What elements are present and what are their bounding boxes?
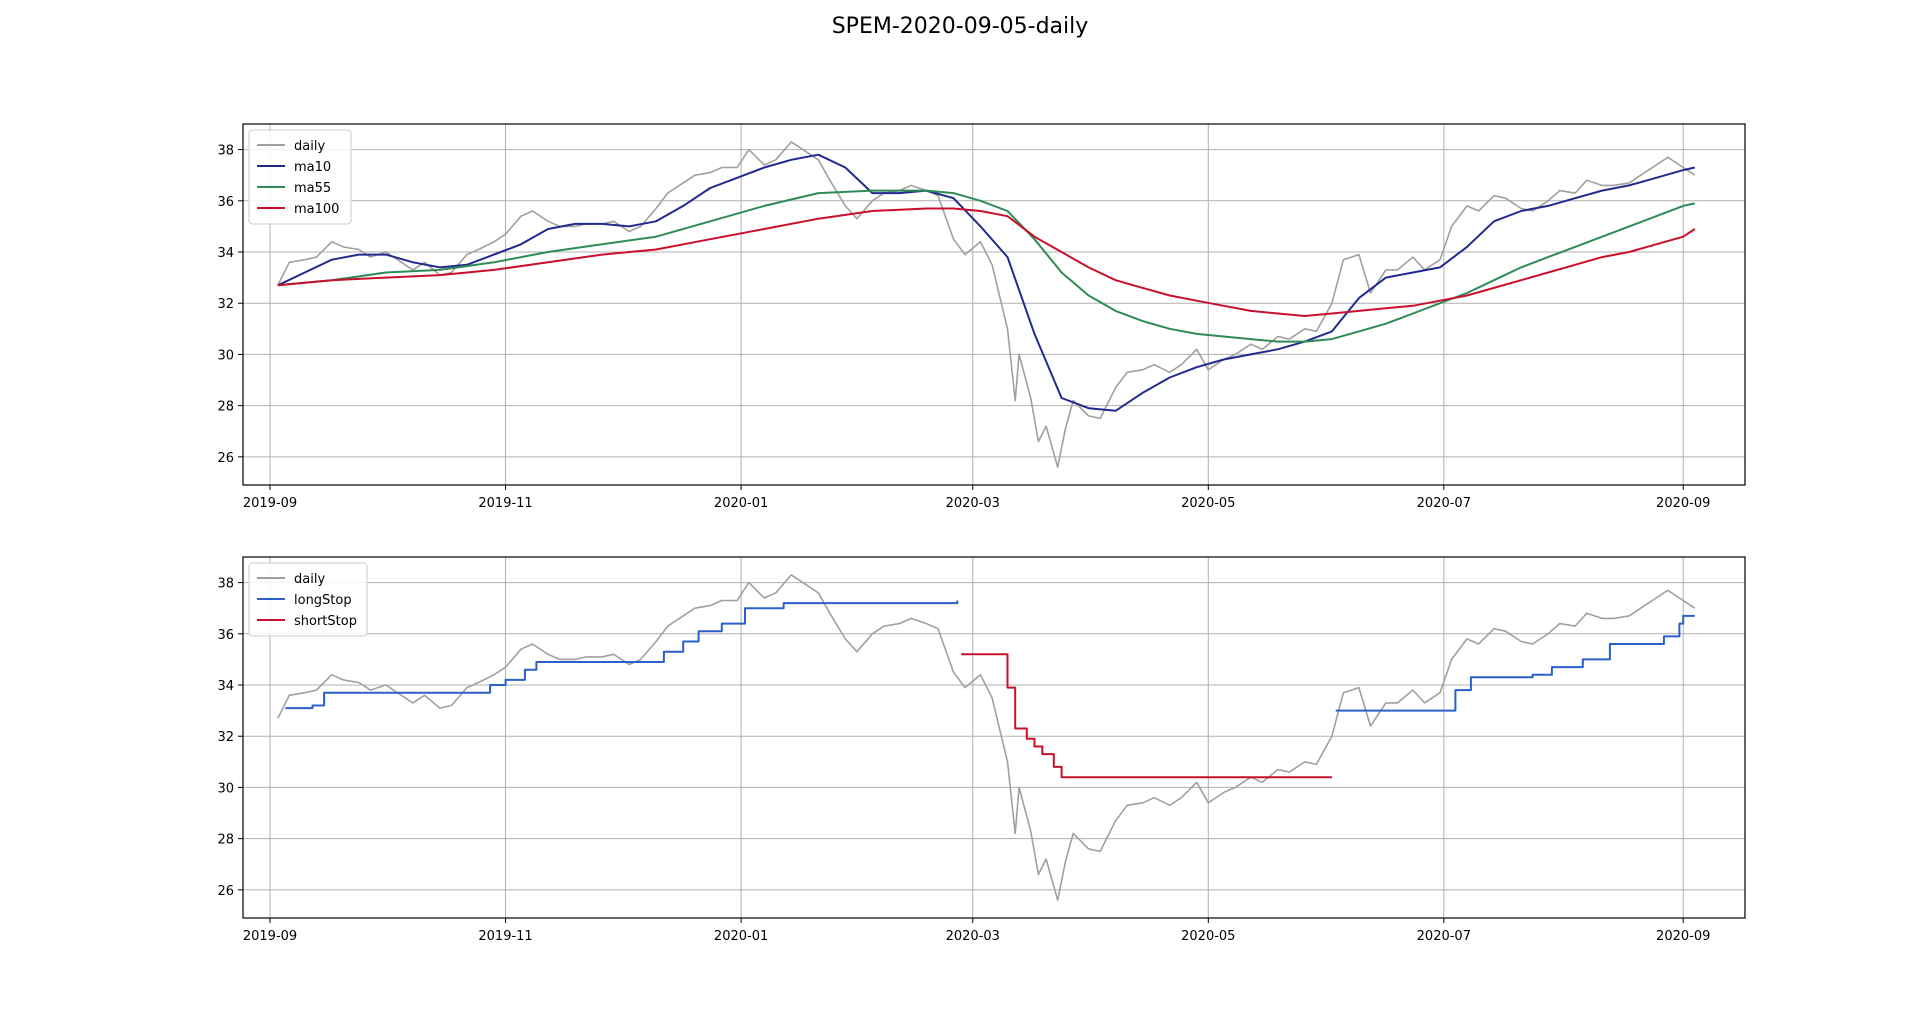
bottom-series-shortstop-line — [961, 653, 1332, 779]
bottom-x-tick-label: 2020-07 — [1417, 929, 1471, 944]
bottom-legend-label-longstop: longStop — [294, 593, 352, 608]
top-legend: daily ma10 ma55 ma100 — [248, 129, 352, 225]
bottom-y-tick-label: 36 — [217, 628, 234, 643]
top-y-tick-label: 34 — [217, 246, 234, 261]
top-y-tick-label: 26 — [217, 451, 234, 466]
top-x-tick-label: 2020-07 — [1417, 496, 1471, 511]
bottom-legend-label-daily: daily — [294, 572, 325, 587]
bottom-x-tick-label: 2020-05 — [1181, 929, 1235, 944]
bottom-x-tick-label: 2020-01 — [714, 929, 768, 944]
top-x-tick-label: 2019-09 — [243, 496, 297, 511]
bottom-y-tick-label: 32 — [217, 730, 234, 745]
top-x-tick-label: 2020-03 — [946, 496, 1000, 511]
top-series-daily-line — [277, 141, 1696, 468]
top-legend-label-ma100: ma100 — [294, 202, 339, 217]
top-y-tick-label: 36 — [217, 195, 234, 210]
bottom-y-tick-label: 26 — [217, 884, 234, 899]
bottom-y-tick-label: 28 — [217, 833, 234, 848]
bottom-series-longstop-line — [285, 600, 959, 710]
bottom-x-tick-label: 2019-11 — [478, 929, 532, 944]
top-y-tick-label: 38 — [217, 144, 234, 159]
top-x-tick-label: 2019-11 — [478, 496, 532, 511]
bottom-series-daily-line — [277, 574, 1696, 901]
top-legend-box — [248, 129, 352, 225]
bottom-legend: daily longStop shortStop — [248, 562, 368, 637]
top-x-tick-label: 2020-05 — [1181, 496, 1235, 511]
top-axes: 2019-09 2019-11 2020-01 2020-03 2020-05 2020-… — [217, 123, 1746, 511]
figure-title: SPEM-2020-09-05-daily — [831, 14, 1089, 39]
bottom-legend-box — [248, 562, 368, 637]
bottom-series-longstop-line — [1335, 614, 1695, 712]
top-axes-frame — [242, 123, 1746, 486]
bottom-x-tick-label: 2020-03 — [946, 929, 1000, 944]
top-y-tick-label: 32 — [217, 297, 234, 312]
top-legend-label-ma55: ma55 — [294, 181, 331, 196]
top-y-tick-label: 28 — [217, 400, 234, 415]
top-legend-label-daily: daily — [294, 139, 325, 154]
top-y-tick-label: 30 — [217, 348, 234, 363]
top-series-ma100-line — [277, 207, 1696, 317]
bottom-axes: 2019-09 2019-11 2020-01 2020-03 2020-05 2020-… — [217, 556, 1746, 944]
bottom-legend-label-shortstop: shortStop — [294, 614, 357, 629]
bottom-y-tick-label: 38 — [217, 577, 234, 592]
top-series-ma55-line — [277, 189, 1696, 343]
bottom-axes-frame — [242, 556, 1746, 919]
top-x-tick-label: 2020-09 — [1656, 496, 1710, 511]
bottom-x-tick-label: 2020-09 — [1656, 929, 1710, 944]
bottom-y-tick-label: 34 — [217, 679, 234, 694]
top-x-tick-label: 2020-01 — [714, 496, 768, 511]
bottom-x-tick-label: 2019-09 — [243, 929, 297, 944]
top-series-ma10-line — [277, 153, 1696, 412]
top-legend-label-ma10: ma10 — [294, 160, 331, 175]
bottom-y-tick-label: 30 — [217, 781, 234, 796]
